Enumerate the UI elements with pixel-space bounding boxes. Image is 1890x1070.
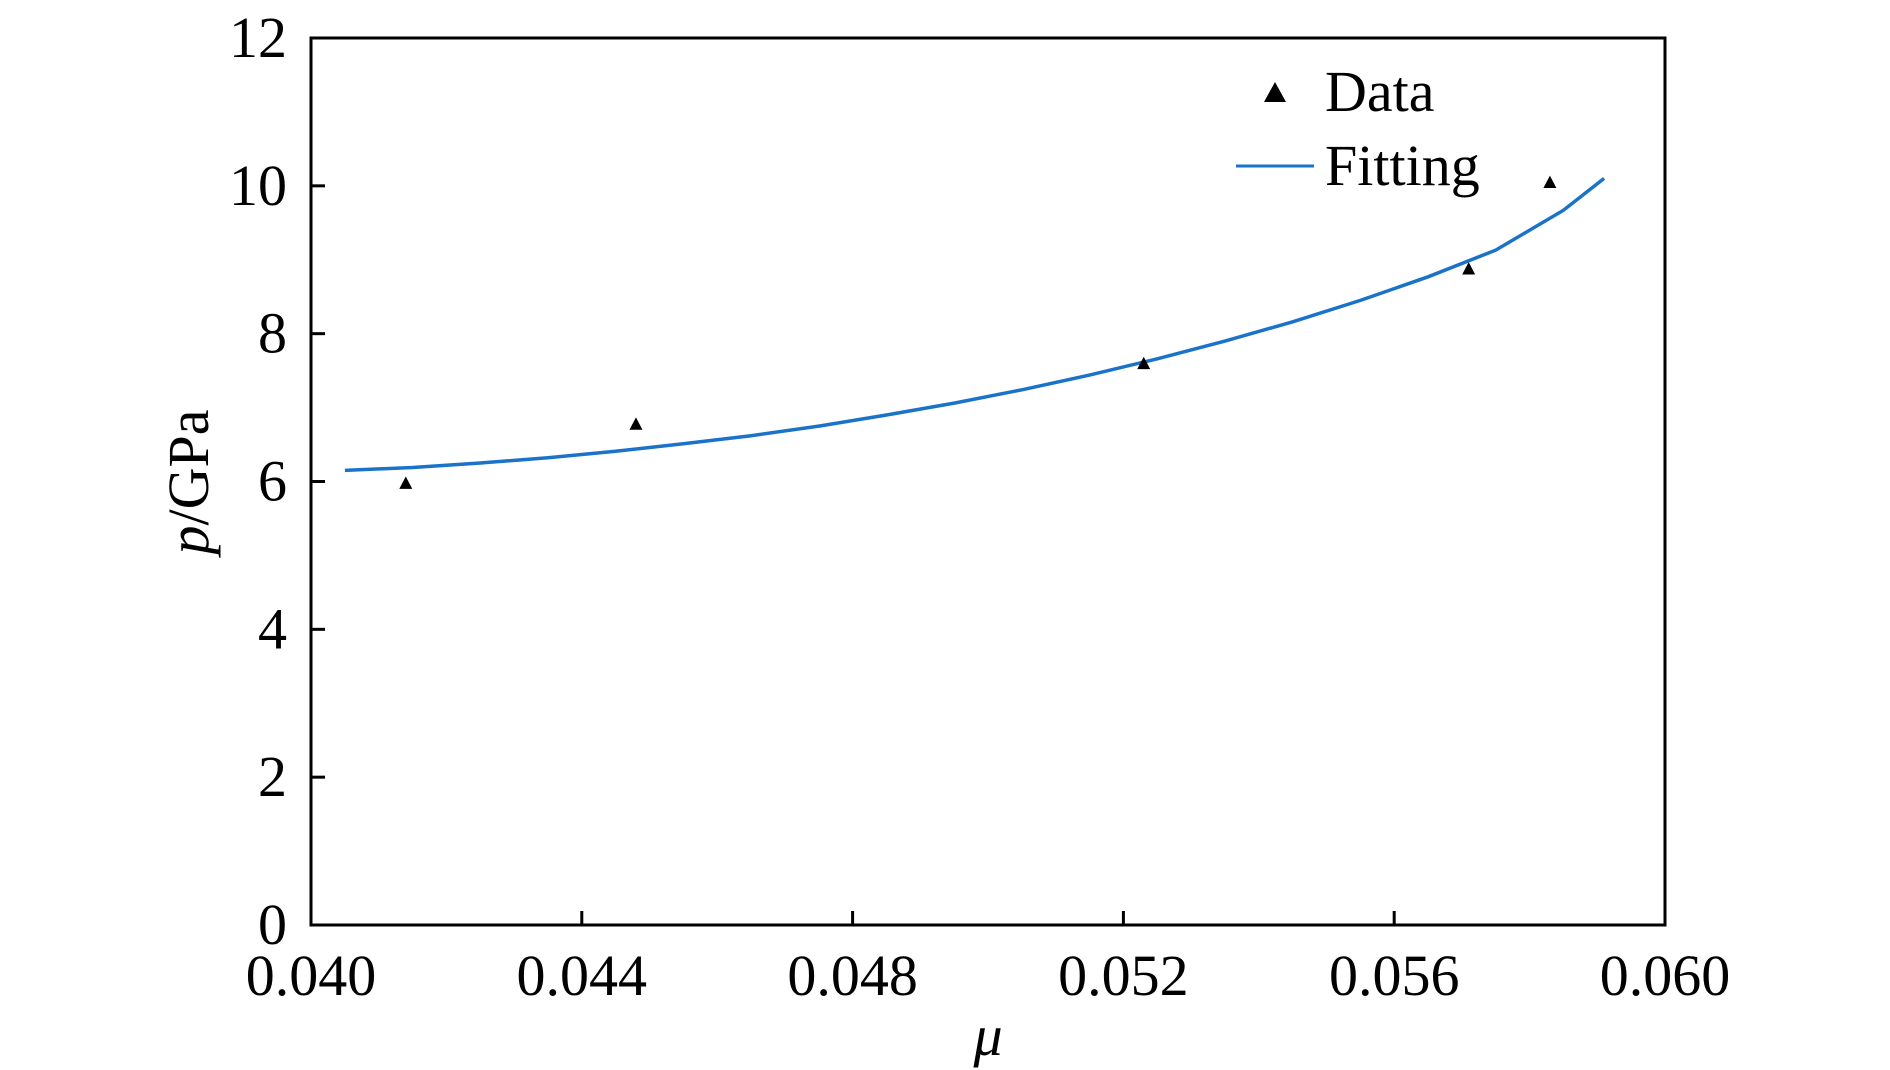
- y-axis: 0 2 4 6 8 10 12: [229, 5, 325, 957]
- x-tick-label: 0.060: [1600, 943, 1731, 1008]
- legend-triangle-marker: [1264, 82, 1286, 102]
- x-tick-label: 0.040: [246, 943, 377, 1008]
- data-point: [1462, 262, 1476, 275]
- x-axis: 0.040 0.044 0.048 0.052 0.056 0.060: [246, 911, 1731, 1008]
- y-axis-variable: p: [156, 526, 221, 559]
- x-tick-label: 0.056: [1329, 943, 1460, 1008]
- y-tick-label: 8: [258, 301, 287, 366]
- x-tick-label: 0.052: [1058, 943, 1189, 1008]
- legend-label-data: Data: [1325, 59, 1435, 124]
- data-point: [1137, 356, 1151, 370]
- y-axis-unit: /GPa: [156, 410, 221, 526]
- fitting-line: [344, 177, 1606, 473]
- y-tick-label: 12: [229, 5, 287, 70]
- data-series: [399, 175, 1557, 489]
- y-tick-label: 2: [258, 744, 287, 809]
- x-tick-label: 0.044: [517, 943, 648, 1008]
- x-axis-title: μ: [972, 1003, 1002, 1068]
- data-point: [399, 476, 413, 489]
- y-tick-label: 4: [258, 596, 287, 661]
- y-tick-label: 0: [258, 892, 287, 957]
- y-tick-label: 10: [229, 153, 287, 218]
- data-point: [629, 417, 643, 430]
- legend-label-fitting: Fitting: [1325, 133, 1480, 198]
- fitting-series: [344, 177, 1606, 473]
- y-axis-title: p/GPa: [156, 410, 221, 559]
- data-point: [1543, 175, 1557, 188]
- y-tick-label: 6: [258, 449, 287, 514]
- legend: Data Fitting: [1236, 59, 1480, 198]
- x-tick-label: 0.048: [787, 943, 918, 1008]
